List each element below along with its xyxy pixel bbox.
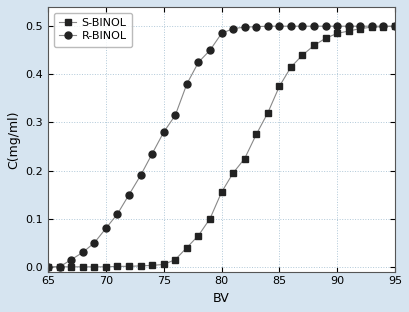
S-BINOL [277,85,282,88]
S-BINOL [196,234,201,237]
R-BINOL [103,227,108,230]
R-BINOL [393,24,398,28]
S-BINOL [150,264,155,267]
S-BINOL [288,65,293,69]
S-BINOL [300,53,305,57]
S-BINOL [184,246,189,250]
S-BINOL [254,133,259,136]
S-BINOL [335,32,339,35]
S-BINOL [161,262,166,266]
R-BINOL [335,24,339,28]
S-BINOL [346,29,351,33]
R-BINOL [254,25,259,29]
S-BINOL [393,24,398,28]
R-BINOL [173,113,178,117]
R-BINOL [323,24,328,28]
S-BINOL [369,25,374,29]
S-BINOL [103,265,108,269]
R-BINOL [127,193,132,197]
R-BINOL [196,61,201,64]
S-BINOL [115,265,120,268]
S-BINOL [242,157,247,160]
R-BINOL [277,24,282,28]
X-axis label: BV: BV [213,292,230,305]
S-BINOL [173,258,178,261]
R-BINOL [150,152,155,156]
R-BINOL [69,258,74,261]
Legend: S-BINOL, R-BINOL: S-BINOL, R-BINOL [54,12,132,47]
Y-axis label: C(mg/ml): C(mg/ml) [7,110,20,168]
R-BINOL [312,24,317,28]
S-BINOL [207,217,212,221]
R-BINOL [92,241,97,245]
S-BINOL [381,25,386,29]
S-BINOL [138,264,143,268]
R-BINOL [115,212,120,216]
S-BINOL [127,265,132,268]
S-BINOL [265,111,270,115]
S-BINOL [46,265,51,269]
S-BINOL [92,265,97,269]
R-BINOL [80,251,85,254]
R-BINOL [161,130,166,134]
R-BINOL [57,265,62,269]
R-BINOL [265,24,270,28]
R-BINOL [381,24,386,28]
R-BINOL [184,82,189,86]
Line: R-BINOL: R-BINOL [45,23,398,270]
S-BINOL [69,265,74,269]
S-BINOL [358,27,363,31]
R-BINOL [138,173,143,177]
S-BINOL [57,265,62,269]
S-BINOL [231,171,236,175]
R-BINOL [46,265,51,269]
R-BINOL [231,27,236,31]
R-BINOL [346,24,351,28]
R-BINOL [219,32,224,35]
R-BINOL [300,24,305,28]
R-BINOL [358,24,363,28]
R-BINOL [242,25,247,29]
S-BINOL [323,37,328,40]
S-BINOL [312,44,317,47]
R-BINOL [369,24,374,28]
S-BINOL [219,190,224,194]
R-BINOL [288,24,293,28]
R-BINOL [207,48,212,52]
S-BINOL [80,265,85,269]
Line: S-BINOL: S-BINOL [45,23,398,270]
